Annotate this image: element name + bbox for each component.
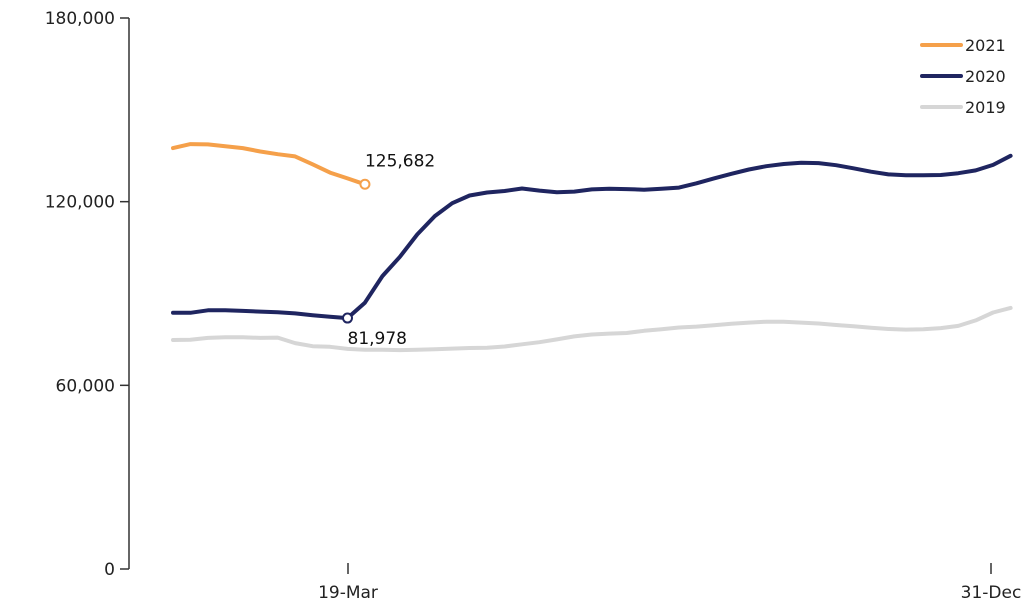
point-marker-2020 bbox=[342, 312, 353, 324]
data-label-2021: 125,682 bbox=[365, 151, 435, 171]
legend-label-2021: 2021 bbox=[965, 36, 1006, 55]
point-marker-2021 bbox=[359, 178, 371, 190]
y-tick-label: 60,000 bbox=[56, 376, 115, 396]
series-line-2019 bbox=[171, 305, 1013, 353]
y-tick-label: 0 bbox=[104, 560, 115, 580]
y-tick-label: 120,000 bbox=[45, 193, 115, 213]
axes: 0 60,000 120,000 180,000 19-Mar 31-Dec bbox=[45, 9, 1022, 603]
x-tick-label: 19-Mar bbox=[318, 583, 378, 603]
x-tick-label: 31-Dec bbox=[961, 583, 1022, 603]
series-line-2021 bbox=[171, 142, 367, 187]
series-line-2020 bbox=[171, 153, 1013, 321]
data-label-2020: 81,978 bbox=[348, 329, 407, 349]
legend-label-2020: 2020 bbox=[965, 67, 1006, 86]
legend-label-2019: 2019 bbox=[965, 98, 1006, 117]
y-tick-label: 180,000 bbox=[45, 9, 115, 29]
series-lines bbox=[171, 142, 1013, 353]
annotations: 125,682 81,978 bbox=[342, 151, 435, 349]
legend: 2021 2020 2019 bbox=[920, 36, 1006, 117]
